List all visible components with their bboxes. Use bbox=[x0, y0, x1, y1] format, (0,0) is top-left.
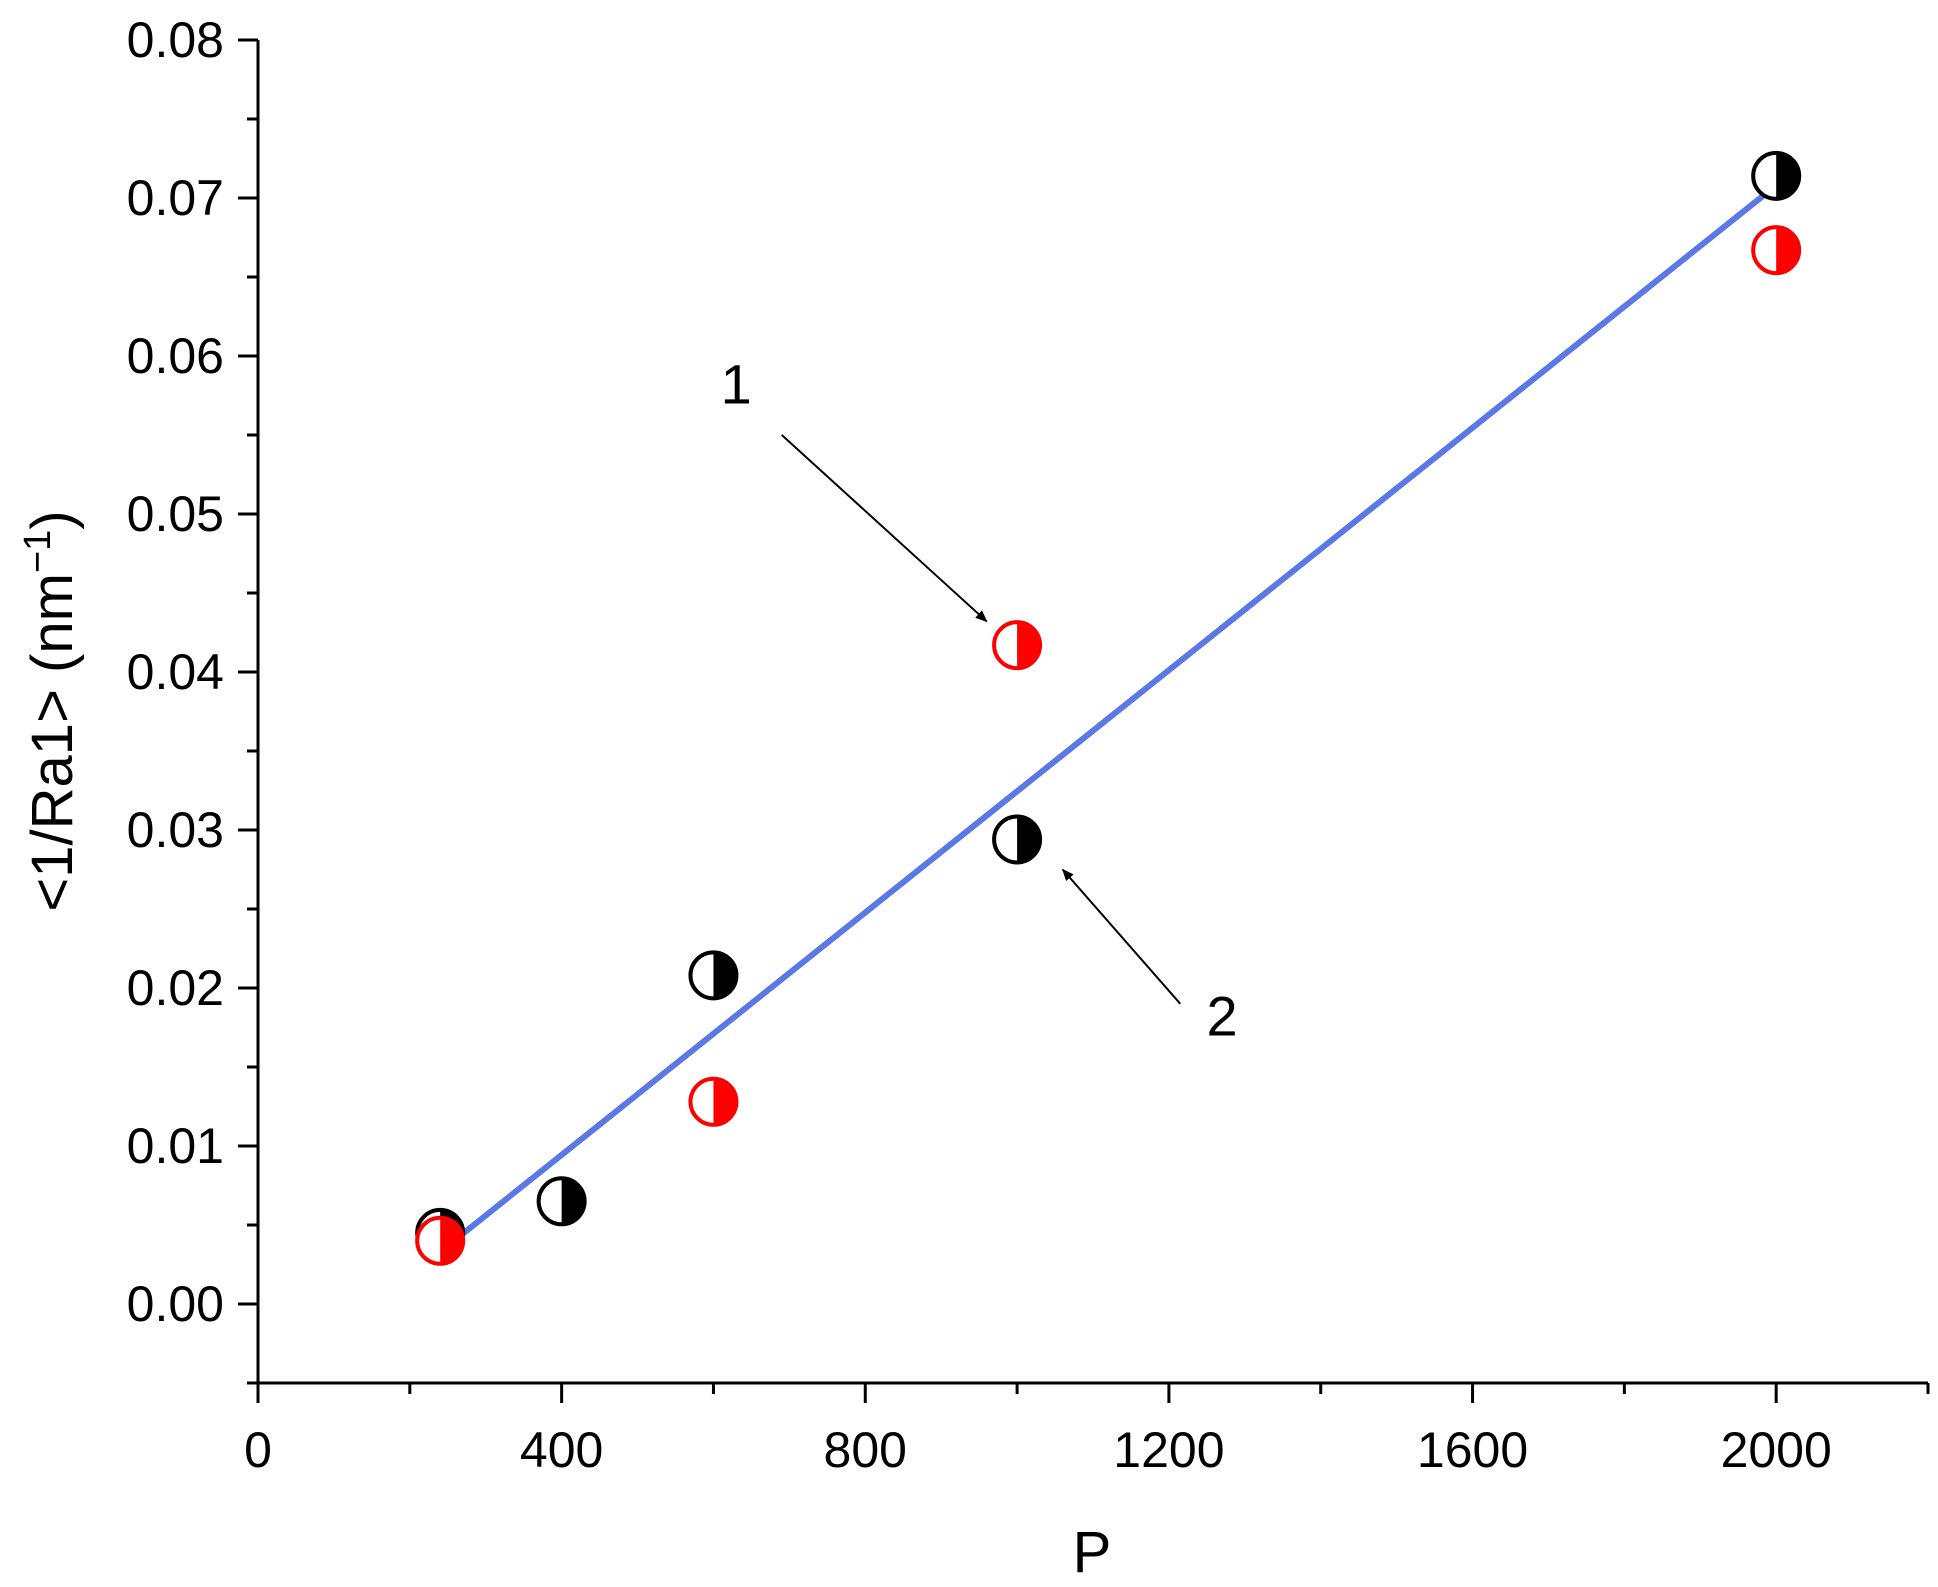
y-axis-title-main: <1/Ra1> (nm bbox=[20, 573, 85, 912]
data-point-fill bbox=[713, 1078, 737, 1125]
y-axis-title-sup: −1 bbox=[17, 530, 59, 573]
data-point-outline bbox=[536, 1176, 587, 1227]
data-point bbox=[1751, 150, 1802, 201]
y-tick-label: 0.02 bbox=[127, 960, 224, 1016]
data-point-fill bbox=[1017, 816, 1041, 863]
data-point bbox=[1751, 225, 1802, 276]
axes bbox=[256, 40, 1928, 1385]
fit-line-layer bbox=[438, 183, 1779, 1255]
y-tick-label: 0.06 bbox=[127, 328, 224, 384]
data-point-fill bbox=[1776, 227, 1800, 274]
y-tick-label: 0.04 bbox=[127, 644, 224, 700]
x-tick-label: 2000 bbox=[1721, 1422, 1832, 1478]
data-point-fill bbox=[440, 1217, 464, 1264]
x-axis-title: P bbox=[1073, 1520, 1112, 1585]
y-tick-label: 0.00 bbox=[127, 1276, 224, 1332]
y-tick-label: 0.01 bbox=[127, 1118, 224, 1174]
data-point-outline bbox=[1751, 150, 1802, 201]
annotation-label: 2 bbox=[1206, 984, 1237, 1047]
data-point bbox=[415, 1215, 466, 1266]
data-points bbox=[415, 150, 1802, 1266]
data-point bbox=[992, 814, 1043, 865]
y-axis-title-close: ) bbox=[20, 510, 85, 529]
x-tick-label: 0 bbox=[244, 1422, 272, 1478]
data-point bbox=[992, 620, 1043, 671]
annotations: 12 bbox=[721, 352, 1238, 1047]
annotation-label: 1 bbox=[721, 352, 752, 415]
annotation-arrow bbox=[781, 434, 988, 623]
x-tick-label: 1200 bbox=[1113, 1422, 1224, 1478]
data-point-fill bbox=[1776, 152, 1800, 199]
y-tick-label: 0.08 bbox=[127, 12, 224, 68]
data-point bbox=[688, 950, 739, 1001]
data-point bbox=[688, 1076, 739, 1127]
data-point bbox=[536, 1176, 587, 1227]
annotation-arrow bbox=[1061, 868, 1182, 1005]
tick-marks bbox=[238, 38, 1930, 1403]
x-tick-label: 1600 bbox=[1417, 1422, 1528, 1478]
y-tick-label: 0.07 bbox=[127, 170, 224, 226]
data-point-outline bbox=[688, 950, 739, 1001]
y-tick-label: 0.03 bbox=[127, 802, 224, 858]
data-point-outline bbox=[688, 1076, 739, 1127]
data-point-fill bbox=[561, 1178, 585, 1225]
data-point-outline bbox=[992, 814, 1043, 865]
data-point-outline bbox=[415, 1215, 466, 1266]
data-point-outline bbox=[1751, 225, 1802, 276]
data-point-fill bbox=[1017, 622, 1041, 669]
fit-line bbox=[438, 183, 1779, 1255]
y-axis-title: <1/Ra1> (nm−1) bbox=[17, 510, 85, 911]
x-tick-label: 400 bbox=[520, 1422, 603, 1478]
tick-labels: 0 400 800 1200 1600 2000 0.00 0.01 0.02 0.03 0.04 0… bbox=[127, 12, 1832, 1478]
y-tick-label: 0.05 bbox=[127, 486, 224, 542]
data-point-fill bbox=[713, 952, 737, 999]
data-point-outline bbox=[992, 620, 1043, 671]
x-tick-label: 800 bbox=[824, 1422, 907, 1478]
